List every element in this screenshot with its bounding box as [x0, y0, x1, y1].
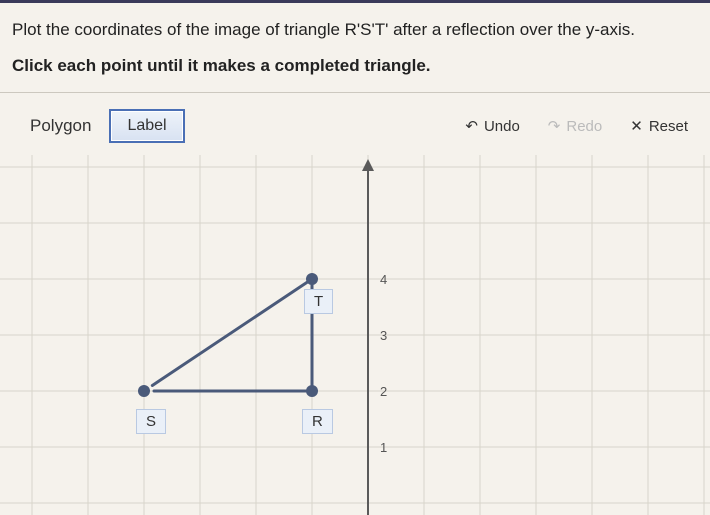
label-mode-button[interactable]: Label — [109, 109, 184, 143]
reset-label: Reset — [649, 118, 688, 135]
redo-button[interactable]: ↷ Redo — [548, 117, 602, 135]
undo-icon: ↶ — [465, 117, 478, 135]
polygon-mode[interactable]: Polygon — [30, 116, 91, 136]
graph-canvas[interactable]: 1 2 3 4 S R T — [0, 155, 710, 515]
grid-svg: 1 2 3 4 — [0, 155, 710, 515]
svg-text:1: 1 — [380, 440, 387, 455]
toolbar: Polygon Label ↶ Undo ↷ Redo ✕ Reset — [0, 93, 710, 155]
mode-group: Polygon Label — [30, 109, 185, 143]
close-icon: ✕ — [630, 117, 643, 135]
svg-text:2: 2 — [380, 384, 387, 399]
redo-icon: ↷ — [548, 117, 561, 135]
instruction-line-1: Plot the coordinates of the image of tri… — [12, 17, 698, 43]
instructions-panel: Plot the coordinates of the image of tri… — [0, 3, 710, 93]
undo-label: Undo — [484, 118, 520, 135]
vertex-label-r[interactable]: R — [302, 409, 333, 434]
vertex-label-s[interactable]: S — [136, 409, 166, 434]
redo-label: Redo — [566, 118, 602, 135]
svg-text:4: 4 — [380, 272, 387, 287]
undo-button[interactable]: ↶ Undo — [465, 117, 519, 135]
svg-text:3: 3 — [380, 328, 387, 343]
reset-button[interactable]: ✕ Reset — [630, 117, 688, 135]
instruction-line-2: Click each point until it makes a comple… — [12, 53, 698, 79]
vertex-label-t[interactable]: T — [304, 289, 333, 314]
action-group: ↶ Undo ↷ Redo ✕ Reset — [465, 117, 688, 135]
